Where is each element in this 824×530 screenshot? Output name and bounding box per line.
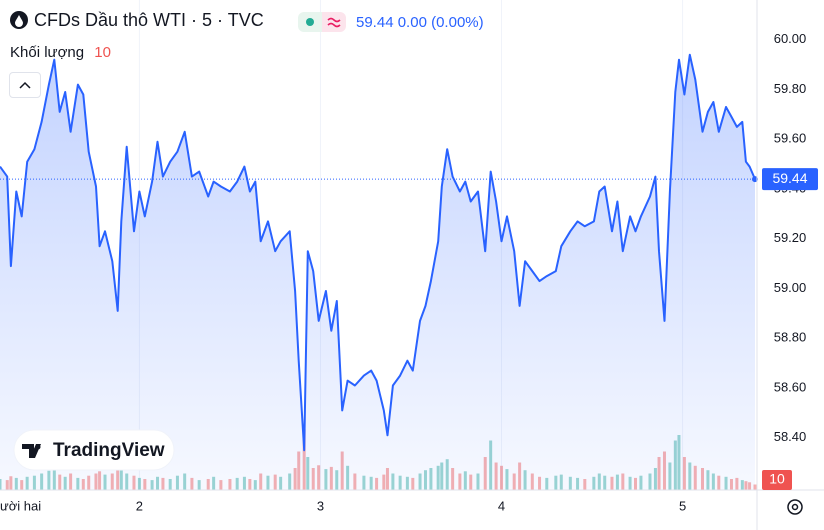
y-tick-label: 59.20 — [774, 230, 807, 245]
last-price-tag-label: 59.44 — [772, 170, 807, 186]
last-price-tag — [762, 168, 818, 191]
last-volume-tag — [762, 470, 792, 490]
x-tick-label: 3 — [317, 498, 324, 513]
volume-value: 10 — [94, 44, 111, 61]
volume-legend: Khối lượng 10 — [10, 44, 111, 61]
y-tick-label: 58.80 — [774, 330, 807, 345]
y-tick-label: 59.60 — [774, 131, 807, 146]
y-tick-label: 59.80 — [774, 81, 807, 96]
settings-button[interactable] — [787, 499, 803, 515]
y-tick-label: 59.00 — [774, 280, 807, 295]
tradingview-logo: TradingView — [13, 429, 175, 471]
change: 0.00 — [397, 14, 427, 31]
volume-title: Khối lượng — [10, 44, 85, 61]
price-area — [0, 54, 755, 490]
brand: TradingView — [53, 440, 165, 461]
symbol-icon — [10, 11, 28, 29]
y-tick-label: 58.60 — [774, 379, 807, 394]
x-tick-label: 2 — [136, 498, 143, 513]
x-tick-label: 5 — [679, 498, 686, 513]
delayed-data[interactable] — [322, 12, 346, 32]
last-price: 59.44 — [356, 14, 394, 31]
x-tick-label: ười hai — [0, 498, 41, 513]
collapse-button[interactable] — [9, 72, 41, 98]
symbol-title: CFDs Dầu thô WTI · 5 · TVC — [34, 10, 264, 30]
y-tick-label: 58.40 — [774, 429, 807, 444]
price-info: 59.44 0.00 (0.00%) — [356, 14, 484, 31]
change-percent: (0.00%) — [431, 14, 484, 31]
market-status[interactable] — [298, 12, 322, 32]
y-tick-label: 60.00 — [774, 31, 807, 46]
price-line — [0, 53, 756, 452]
last-volume-tag-label: 10 — [769, 471, 785, 487]
x-tick-label: 4 — [498, 498, 505, 513]
